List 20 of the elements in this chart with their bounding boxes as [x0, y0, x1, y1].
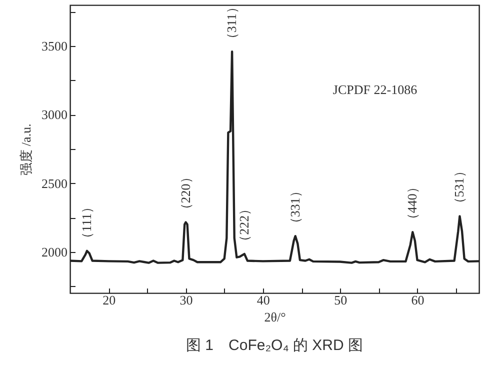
annotation: JCPDF 22-1086 — [332, 82, 418, 97]
annotation: （220） — [178, 170, 193, 216]
text: 图 1 CoFe₂O₄ 的 XRD 图 — [186, 337, 363, 354]
x-tick-label: 30 — [180, 292, 193, 308]
annotation: （222） — [236, 202, 252, 248]
y-tick-label: 2000 — [42, 244, 68, 260]
annotation: （531） — [452, 164, 467, 210]
x-axis-title: 2θ/° — [264, 310, 286, 324]
y-axis-title: 强度 /a.u. — [18, 124, 34, 176]
x-tick-label: 20 — [102, 292, 116, 308]
annotation: （440） — [404, 180, 420, 226]
annotation: （331） — [287, 184, 302, 230]
annotation: （111） — [78, 200, 94, 245]
x-tick-label: 50 — [334, 292, 348, 308]
x-tick-label: 40 — [256, 292, 270, 308]
y-tick-label: 3500 — [42, 38, 68, 54]
x-tick-label: 60 — [411, 292, 424, 308]
annotation: （311） — [224, 0, 240, 46]
y-tick-label: 2500 — [42, 176, 68, 191]
y-tick-label: 3000 — [42, 107, 68, 122]
